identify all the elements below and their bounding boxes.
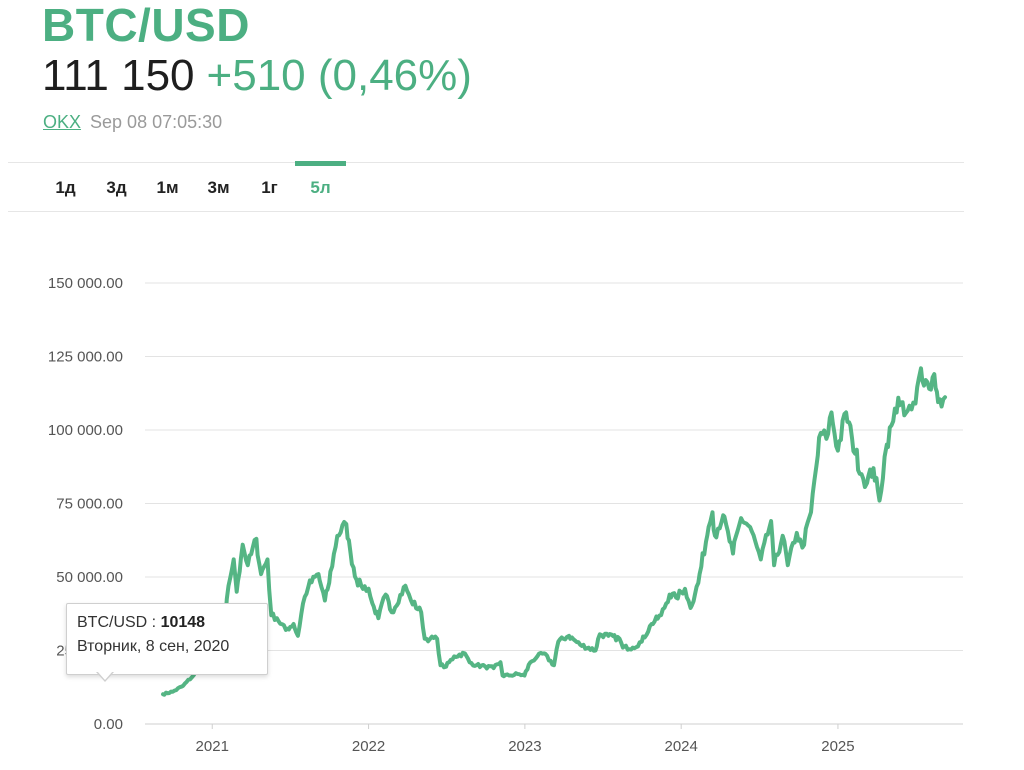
chart-tooltip: BTC/USD : 10148 Вторник, 8 сен, 2020 xyxy=(66,603,268,675)
tabs-bottom-divider xyxy=(8,211,964,212)
source-row: OKX Sep 08 07:05:30 xyxy=(43,112,222,133)
pair-title: BTC/USD xyxy=(42,0,250,51)
x-tick-label: 2022 xyxy=(352,738,385,755)
tooltip-value: 10148 xyxy=(160,614,206,631)
x-tick-label: 2021 xyxy=(196,738,229,755)
tooltip-series: BTC/USD : xyxy=(77,614,161,631)
source-link[interactable]: OKX xyxy=(43,112,82,132)
tab-3m[interactable]: 3м xyxy=(207,178,230,197)
x-tick-label: 2023 xyxy=(508,738,541,755)
y-tick-label: 0.00 xyxy=(94,716,123,733)
y-tick-label: 100 000.00 xyxy=(48,422,123,439)
series-line-btc-usd xyxy=(161,366,947,697)
period-tabs: 1д 3д 1м 3м 1г 5л xyxy=(40,161,346,210)
price-row: 111 150 +510 (0,46%) xyxy=(42,50,472,102)
price-change: +510 (0,46%) xyxy=(206,51,472,100)
tab-5y[interactable]: 5л xyxy=(295,161,346,210)
y-tick-label: 125 000.00 xyxy=(48,349,123,366)
tab-1y[interactable]: 1г xyxy=(261,178,278,197)
y-tick-label: 150 000.00 xyxy=(48,275,123,292)
tab-1d[interactable]: 1д xyxy=(55,178,76,197)
tabs-top-divider xyxy=(8,162,964,163)
tooltip-arrow-inner xyxy=(97,671,113,680)
x-tick-label: 2025 xyxy=(821,738,854,755)
y-tick-label: 75 000.00 xyxy=(56,496,123,513)
timestamp: Sep 08 07:05:30 xyxy=(90,112,223,132)
y-tick-label: 50 000.00 xyxy=(56,569,123,586)
tab-3d[interactable]: 3д xyxy=(106,178,127,197)
x-tick-label: 2024 xyxy=(665,738,698,755)
tooltip-date: Вторник, 8 сен, 2020 xyxy=(77,638,230,655)
current-price: 111 150 xyxy=(42,51,195,100)
tab-1m[interactable]: 1м xyxy=(156,178,179,197)
